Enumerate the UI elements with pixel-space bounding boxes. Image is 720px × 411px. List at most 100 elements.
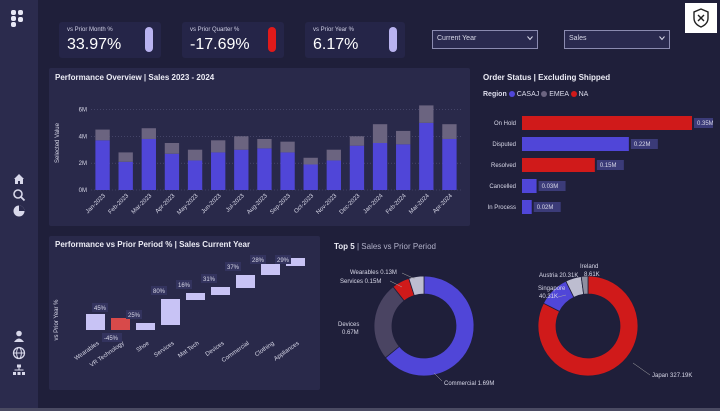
data-label-bg[interactable] <box>275 255 291 264</box>
bar-segment[interactable] <box>442 124 457 139</box>
bar-segment[interactable] <box>442 138 457 190</box>
data-label-bg[interactable] <box>630 139 658 149</box>
kpi-label: vs Prior Quarter % <box>190 27 240 33</box>
bar-segment[interactable] <box>280 141 295 153</box>
pie-chart-icon[interactable] <box>12 204 26 218</box>
legend-item-casaj[interactable]: CASAJ <box>508 91 539 98</box>
bar-segment[interactable] <box>349 145 365 190</box>
donut-slice[interactable] <box>408 275 425 297</box>
x-tick-label: Services <box>153 341 175 359</box>
donut-slice[interactable] <box>537 275 639 377</box>
waterfall-bar[interactable] <box>161 299 180 325</box>
x-tick-label: Shoe <box>136 340 151 353</box>
bar-segment[interactable] <box>372 143 388 190</box>
measure-dropdown[interactable]: Sales <box>564 30 670 49</box>
x-tick-label: Aug-2023 <box>246 193 269 216</box>
data-label-bg[interactable] <box>201 274 217 283</box>
period-dropdown[interactable]: Current Year <box>432 30 538 49</box>
data-label-bg[interactable] <box>151 286 167 295</box>
data-label-bg[interactable] <box>92 303 108 312</box>
kpi-indicator-bar <box>268 27 276 52</box>
waterfall-bar[interactable] <box>236 275 255 288</box>
waterfall-bar[interactable] <box>136 323 155 330</box>
legend-item-emea[interactable]: EMEA <box>541 91 569 98</box>
status-label: Disputed <box>492 142 516 148</box>
waterfall-bar[interactable] <box>261 264 280 275</box>
legend-item-na[interactable]: NA <box>570 91 589 98</box>
donut-slice[interactable] <box>384 275 475 377</box>
bar-segment[interactable] <box>141 138 156 190</box>
status-bar[interactable] <box>522 137 629 151</box>
bar-segment[interactable] <box>280 152 295 190</box>
user-icon[interactable] <box>12 329 26 343</box>
bar-segment[interactable] <box>234 149 249 190</box>
bar-segment[interactable] <box>303 157 318 165</box>
status-bar[interactable] <box>522 200 532 214</box>
bar-segment[interactable] <box>257 138 272 149</box>
data-label-bg[interactable] <box>596 160 624 170</box>
bar-segment[interactable] <box>372 124 388 143</box>
bar-segment[interactable] <box>419 105 434 123</box>
bar-segment[interactable] <box>141 128 156 139</box>
x-tick-label: Devices <box>205 341 226 358</box>
data-label: 31% <box>203 277 216 283</box>
waterfall-bar[interactable] <box>286 258 305 266</box>
top5-donut-charts[interactable]: Commercial 1.69M Devices 0.67M Services 0.1… <box>330 255 720 400</box>
data-label-bg[interactable] <box>250 255 266 264</box>
close-button[interactable] <box>685 3 717 33</box>
order-status-chart[interactable]: On Hold 0.35M Disputed 0.22M Resolved 0.15M Ca… <box>478 108 713 220</box>
bar-segment[interactable] <box>349 136 365 146</box>
app-logo-icon[interactable] <box>9 8 29 28</box>
bar-segment[interactable] <box>211 140 226 153</box>
bar-segment[interactable] <box>95 129 110 141</box>
legend-label: NA <box>578 91 589 98</box>
waterfall-panel <box>49 236 320 390</box>
bar-segment[interactable] <box>187 160 203 190</box>
waterfall-chart[interactable]: vs Prior Year % 45%Wearables-45%VR Techno… <box>49 250 320 390</box>
bar-segment[interactable] <box>396 130 411 145</box>
donut-slice[interactable] <box>580 275 589 295</box>
globe-icon[interactable] <box>12 346 26 360</box>
bar-segment[interactable] <box>396 144 411 190</box>
data-label-bg[interactable] <box>102 333 122 342</box>
x-tick-label: Oct-2023 <box>293 193 315 215</box>
data-label-bg[interactable] <box>538 181 566 191</box>
data-label: 80% <box>153 289 166 295</box>
period-dropdown-value: Current Year <box>437 35 477 42</box>
bar-segment[interactable] <box>164 143 180 154</box>
bar-segment[interactable] <box>211 152 226 190</box>
waterfall-bar[interactable] <box>111 318 130 330</box>
close-shield-icon <box>693 8 709 28</box>
waterfall-title: Performance vs Prior Period % | Sales Cu… <box>55 240 251 249</box>
hierarchy-icon[interactable] <box>12 363 26 377</box>
bar-segment[interactable] <box>187 149 203 161</box>
data-label-bg[interactable] <box>176 280 192 289</box>
x-tick-label: Commercial <box>221 341 251 364</box>
bar-segment[interactable] <box>95 140 110 190</box>
data-label-bg[interactable] <box>694 118 713 128</box>
search-icon[interactable] <box>12 188 26 202</box>
bar-segment[interactable] <box>303 164 318 190</box>
waterfall-bar[interactable] <box>186 293 205 300</box>
bar-segment[interactable] <box>419 122 434 190</box>
waterfall-bar[interactable] <box>86 314 105 330</box>
slice-label: Japan 327.19K <box>652 373 692 379</box>
bar-segment[interactable] <box>118 152 133 162</box>
waterfall-bar[interactable] <box>211 287 230 295</box>
status-bar[interactable] <box>522 179 537 193</box>
data-label-bg[interactable] <box>126 310 142 319</box>
bar-segment[interactable] <box>118 161 133 190</box>
home-icon[interactable] <box>12 172 26 186</box>
data-label: 28% <box>252 258 265 264</box>
kpi-card-prior-quarter: vs Prior Quarter % -17.69% <box>182 22 284 58</box>
bar-segment[interactable] <box>326 149 341 161</box>
bar-segment[interactable] <box>234 136 249 150</box>
status-bar[interactable] <box>522 116 692 130</box>
status-bar[interactable] <box>522 158 595 172</box>
bar-segment[interactable] <box>326 160 341 190</box>
data-label-bg[interactable] <box>225 262 241 271</box>
bar-segment[interactable] <box>164 153 180 190</box>
bar-segment[interactable] <box>257 148 272 190</box>
data-label-bg[interactable] <box>533 202 561 212</box>
